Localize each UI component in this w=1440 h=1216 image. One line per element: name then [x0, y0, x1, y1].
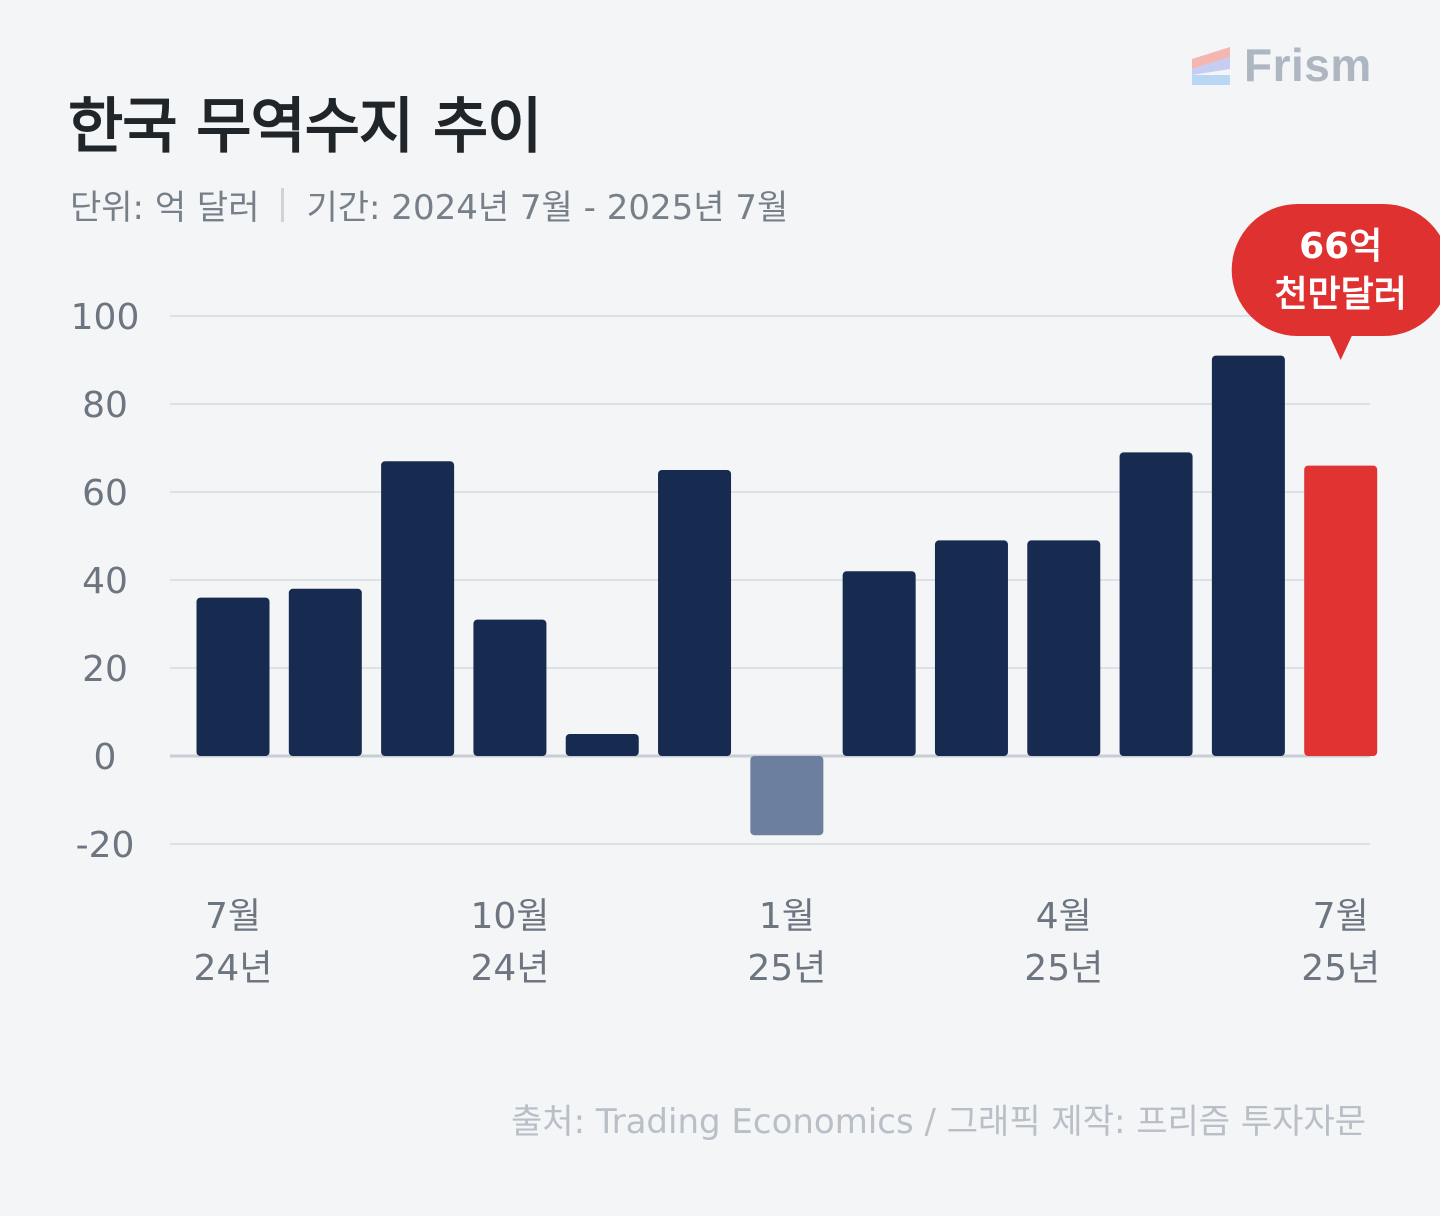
y-tick-label: 80	[82, 385, 128, 426]
x-tick-label-month: 7월	[205, 896, 261, 937]
page-title: 한국 무역수지 추이	[68, 92, 542, 162]
callout-value: 66억	[1299, 226, 1382, 267]
highlight-bar	[1304, 465, 1378, 756]
x-tick-label-month: 7월	[1313, 896, 1369, 937]
unit-label: 단위: 억 달러	[70, 188, 260, 228]
bar	[1027, 540, 1101, 756]
y-tick-label: -20	[76, 825, 135, 866]
bar	[1211, 355, 1285, 756]
x-tick-label-year: 24년	[470, 948, 549, 989]
period-label: 기간: 2024년 7월 - 2025년 7월	[306, 188, 789, 228]
frism-logo: Frism	[1190, 38, 1372, 92]
callout-pointer	[1328, 334, 1353, 360]
separator	[281, 187, 285, 222]
bar	[842, 571, 916, 756]
bar	[750, 756, 824, 836]
x-tick-label-year: 25년	[1024, 948, 1103, 989]
source-note: 출처: Trading Economics / 그래픽 제작: 프리즘 투자자문	[511, 1102, 1366, 1142]
y-tick-label: 0	[94, 737, 117, 778]
x-tick-label-month: 10월	[470, 896, 549, 937]
subtitle: 단위: 억 달러 기간: 2024년 7월 - 2025년 7월	[70, 180, 788, 229]
logo-text: Frism	[1244, 39, 1372, 91]
bar	[381, 461, 455, 756]
callout-bubble	[1231, 204, 1440, 336]
x-tick-label-year: 24년	[194, 948, 273, 989]
x-tick-label-month: 1월	[759, 896, 815, 937]
bar	[658, 470, 732, 756]
callout-unit: 천만달러	[1274, 274, 1406, 315]
x-tick-label-month: 4월	[1036, 896, 1092, 937]
bar	[288, 588, 362, 756]
frism-logo-icon	[1192, 47, 1230, 85]
bar	[196, 597, 270, 756]
y-tick-label: 20	[82, 649, 128, 690]
y-tick-label: 40	[82, 561, 128, 602]
y-tick-label: 100	[71, 297, 140, 338]
bar	[473, 619, 547, 756]
x-tick-label-year: 25년	[1301, 948, 1380, 989]
x-tick-label-year: 25년	[747, 948, 826, 989]
bar	[1119, 452, 1193, 756]
bar	[934, 540, 1008, 756]
bar	[565, 734, 639, 756]
y-tick-label: 60	[82, 473, 128, 514]
